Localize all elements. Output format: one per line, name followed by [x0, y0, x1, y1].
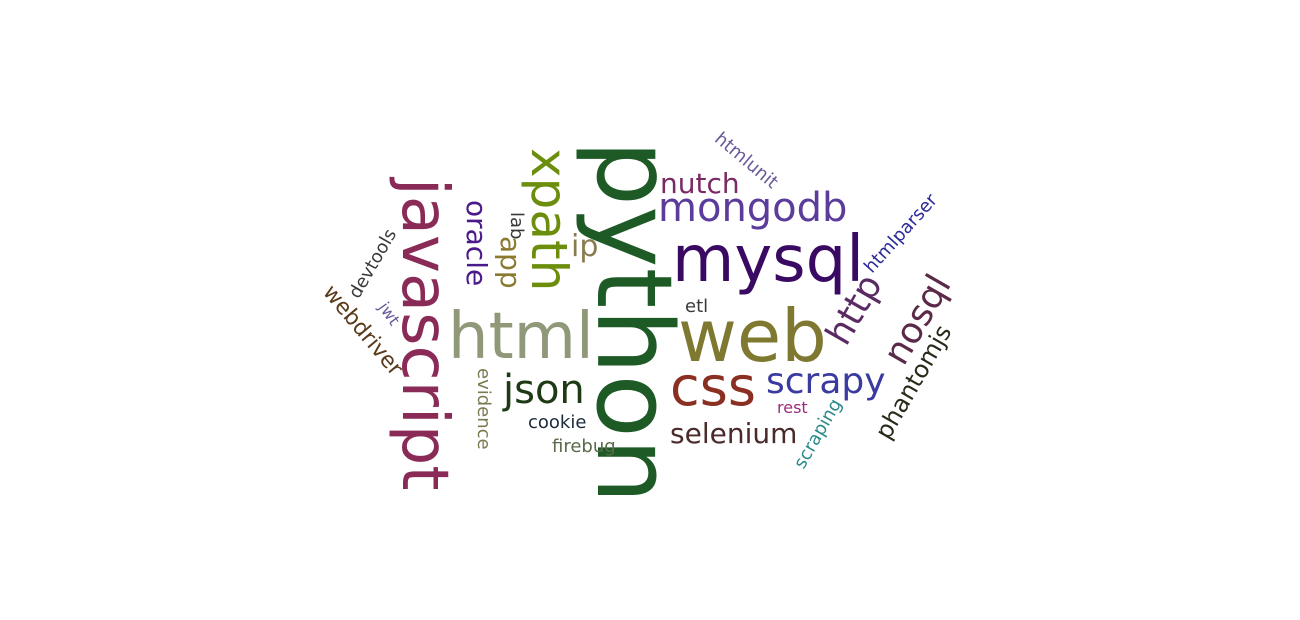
word-mysql: mysql: [672, 223, 864, 297]
word-web: web: [678, 294, 827, 378]
word-javascript: javascript: [387, 178, 461, 491]
word-rest: rest: [777, 398, 808, 417]
word-xpath: xpath: [520, 148, 578, 292]
word-html: html: [448, 300, 594, 374]
word-mongodb: mongodb: [658, 185, 848, 231]
word-htmlparser: htmlparser: [860, 189, 942, 278]
word-cookie: cookie: [528, 412, 587, 433]
word-selenium: selenium: [670, 417, 798, 450]
word-json: json: [503, 367, 585, 413]
word-evidence: evidence: [473, 368, 494, 450]
word-css: css: [670, 355, 756, 418]
word-firebug: firebug: [552, 436, 616, 457]
word-etl: etl: [685, 296, 709, 317]
word-app: app: [494, 236, 527, 289]
word-lab: lab: [506, 212, 527, 240]
word-oracle: oracle: [460, 200, 493, 287]
word-scrapy: scrapy: [766, 361, 886, 402]
word-nutch: nutch: [660, 167, 740, 200]
word-python: python: [573, 140, 695, 504]
word-ip: ip: [571, 229, 599, 264]
